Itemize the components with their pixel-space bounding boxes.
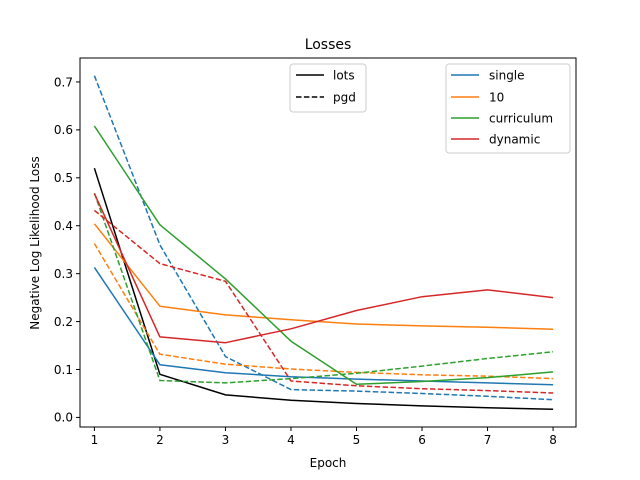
- legend-label-lots: lots: [333, 69, 355, 83]
- x-tick-label: 5: [353, 433, 361, 447]
- x-tick-label: 1: [91, 433, 99, 447]
- method-legend-box: [445, 63, 571, 154]
- series-line-curriculum-dashed: [93, 192, 554, 384]
- y-tick-label: 0.6: [54, 123, 73, 137]
- y-axis: 0.0 0.1 0.2 0.3 0.4 0.5 0.6 0.7: [54, 75, 80, 425]
- axes-frame: [79, 57, 577, 428]
- series-line-single-dashed: [93, 75, 554, 401]
- series-line-curriculum-solid: [93, 125, 554, 386]
- linestyle-legend-box: [289, 63, 367, 113]
- x-tick-label: 3: [222, 433, 230, 447]
- y-tick-label: 0.4: [54, 219, 73, 233]
- series-line-10-dashed: [93, 243, 554, 380]
- series-line-dynamic-solid: [93, 193, 554, 344]
- series-line-single-solid: [93, 266, 554, 386]
- legend-label-10: 10: [489, 91, 504, 105]
- series-layer: [93, 75, 554, 411]
- y-axis-label: Negative Log Likelihood Loss: [28, 156, 42, 330]
- plot-area: [79, 57, 577, 428]
- legend-label-pgd: pgd: [333, 91, 356, 105]
- y-tick-label: 0.3: [54, 267, 73, 281]
- series-line-lots-solid: [93, 167, 554, 411]
- x-tick-label: 6: [418, 433, 426, 447]
- x-tick-label: 2: [156, 433, 164, 447]
- legend-label-curriculum: curriculum: [489, 112, 553, 126]
- x-tick-label: 8: [549, 433, 557, 447]
- legend-label-dynamic: dynamic: [489, 133, 540, 147]
- series-line-10-solid: [93, 223, 554, 330]
- y-tick-label: 0.2: [54, 315, 73, 329]
- y-tick-label: 0.5: [54, 171, 73, 185]
- y-tick-label: 0.7: [54, 75, 73, 89]
- x-tick-label: 7: [484, 433, 492, 447]
- x-axis-label: Epoch: [310, 456, 347, 470]
- method-legend: single 10 curriculum dynamic: [445, 63, 571, 154]
- legend-label-single: single: [489, 69, 525, 83]
- y-tick-label: 0.1: [54, 363, 73, 377]
- chart-title: Losses: [305, 37, 352, 53]
- y-tick-label: 0.0: [54, 411, 73, 425]
- series-line-dynamic-dashed: [93, 209, 554, 394]
- x-axis: 1 2 3 4 5 6 7 8: [91, 427, 557, 447]
- x-tick-label: 4: [287, 433, 295, 447]
- linestyle-legend: lots pgd: [289, 63, 367, 113]
